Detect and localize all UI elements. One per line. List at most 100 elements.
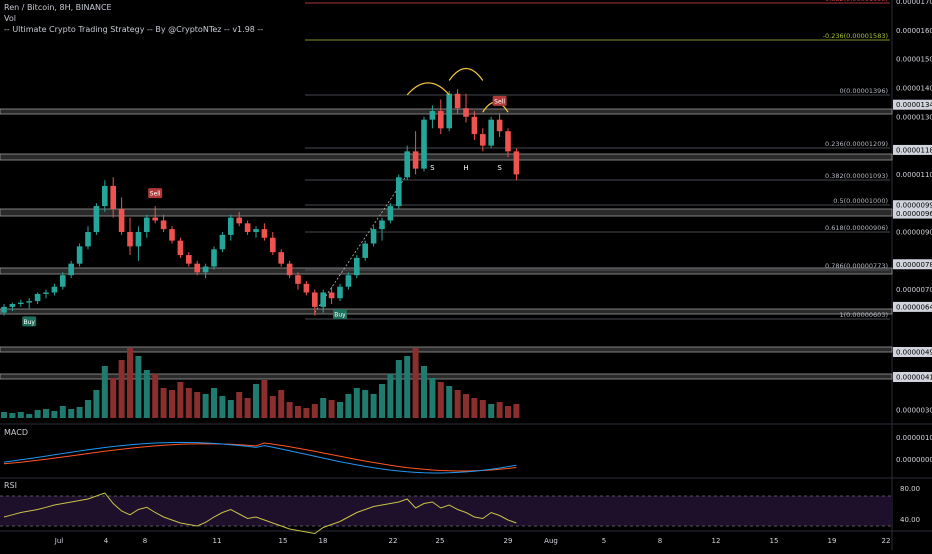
candle-body[interactable] (177, 240, 184, 256)
candle-body[interactable] (446, 93, 452, 129)
macd-pane-label[interactable]: MACD (4, 428, 28, 437)
candle-body[interactable] (102, 185, 108, 207)
strategy-indicator-label[interactable]: -- Ultimate Crypto Trading Strategy -- B… (4, 25, 264, 34)
time-tick-label[interactable]: 8 (143, 537, 147, 545)
candle-body[interactable] (438, 111, 444, 129)
time-tick-label[interactable]: 8 (658, 537, 662, 545)
candle-body[interactable] (127, 232, 133, 247)
candle-body[interactable] (228, 217, 234, 235)
candle-body[interactable] (295, 275, 301, 284)
candle-body[interactable] (144, 217, 150, 232)
candle-body[interactable] (337, 286, 343, 299)
candle-body[interactable] (312, 292, 318, 307)
time-tick-label[interactable]: 4 (104, 537, 109, 545)
candle-body[interactable] (480, 134, 486, 146)
candle-body[interactable] (169, 229, 175, 241)
candle-body[interactable] (160, 220, 167, 230)
candle-body[interactable] (202, 266, 209, 273)
candle-body[interactable] (68, 263, 74, 276)
symbol-title[interactable]: Ren / Bitcoin, 8H, BINANCE (4, 3, 112, 12)
candle-body[interactable] (1, 306, 7, 313)
time-tick-label[interactable]: 5 (602, 537, 606, 545)
rsi-axis-label[interactable]: 80.00 (900, 485, 920, 493)
candle-body[interactable] (496, 119, 503, 132)
time-tick-label[interactable]: 15 (770, 537, 779, 545)
volume-indicator-label[interactable]: Vol (4, 14, 16, 23)
candle-body[interactable] (471, 116, 478, 135)
candle-body[interactable] (135, 232, 142, 247)
time-tick-label[interactable]: 22 (882, 537, 891, 545)
candle-body[interactable] (236, 217, 242, 224)
candle-body[interactable] (76, 246, 83, 264)
candle-body[interactable] (412, 151, 419, 169)
price-zone-label[interactable]: 0.00000993 (896, 202, 932, 210)
candle-body[interactable] (513, 151, 520, 175)
time-tick-label[interactable]: 29 (504, 537, 513, 545)
time-tick-label[interactable]: Aug (544, 537, 558, 545)
candle-body[interactable] (261, 229, 268, 238)
candle-body[interactable] (421, 119, 427, 169)
candle-body[interactable] (186, 255, 192, 264)
time-tick-label[interactable]: 19 (828, 537, 837, 545)
candle-body[interactable] (18, 302, 24, 304)
candle-body[interactable] (110, 185, 116, 209)
candle-body[interactable] (51, 286, 58, 293)
candle-body[interactable] (118, 208, 125, 232)
candle-body[interactable] (253, 229, 259, 232)
candle-body[interactable] (270, 237, 276, 253)
candle-body[interactable] (354, 257, 360, 276)
candle-body[interactable] (34, 293, 41, 302)
candle-body[interactable] (93, 206, 100, 232)
price-zone-label[interactable]: 0.00001185 (896, 146, 932, 154)
candle-body[interactable] (345, 275, 352, 287)
candle-body[interactable] (219, 234, 226, 250)
time-tick-label[interactable]: 18 (319, 537, 328, 545)
candle-body[interactable] (404, 151, 410, 178)
candle-body[interactable] (278, 252, 284, 264)
price-zone-label[interactable]: 0.00001342 (896, 101, 932, 109)
candle-body[interactable] (303, 283, 310, 293)
candles-layer[interactable] (1, 89, 520, 316)
candle-body[interactable] (488, 119, 494, 146)
candle-body[interactable] (379, 220, 385, 230)
candle-body[interactable] (463, 108, 469, 117)
rsi-pane-label[interactable]: RSI (4, 481, 17, 490)
candle-body[interactable] (505, 131, 511, 152)
time-tick-label[interactable]: 25 (436, 537, 445, 545)
time-tick-label[interactable]: 12 (712, 537, 721, 545)
candle-body[interactable] (320, 292, 326, 307)
time-tick-label[interactable]: Jul (54, 537, 64, 545)
time-axis[interactable]: Jul 4 8 11 15 18 22 25 29 Aug 5 8 12 15 19 22 (54, 537, 891, 545)
time-tick-label[interactable]: 11 (213, 537, 222, 545)
candle-body[interactable] (194, 263, 200, 273)
candle-body[interactable] (211, 249, 217, 267)
candle-body[interactable] (396, 177, 402, 207)
candle-body[interactable] (454, 93, 461, 109)
candle-body[interactable] (60, 275, 66, 287)
price-zone-label[interactable]: 0.00000788 (896, 261, 932, 269)
candle-body[interactable] (244, 223, 251, 232)
price-zone-label[interactable]: 0.00000964 (896, 210, 932, 218)
candle-body[interactable] (26, 301, 32, 303)
candle-body[interactable] (362, 243, 368, 258)
candle-body[interactable] (9, 304, 16, 307)
price-lower-label[interactable]: 0.00000496 (896, 349, 932, 357)
candle-body[interactable] (85, 232, 91, 247)
time-tick-label[interactable]: 22 (389, 537, 398, 545)
candle-body[interactable] (286, 263, 293, 276)
candle-body[interactable] (429, 111, 436, 120)
rsi-axis-label[interactable]: 40.00 (900, 516, 920, 524)
candle-body[interactable] (43, 292, 49, 294)
